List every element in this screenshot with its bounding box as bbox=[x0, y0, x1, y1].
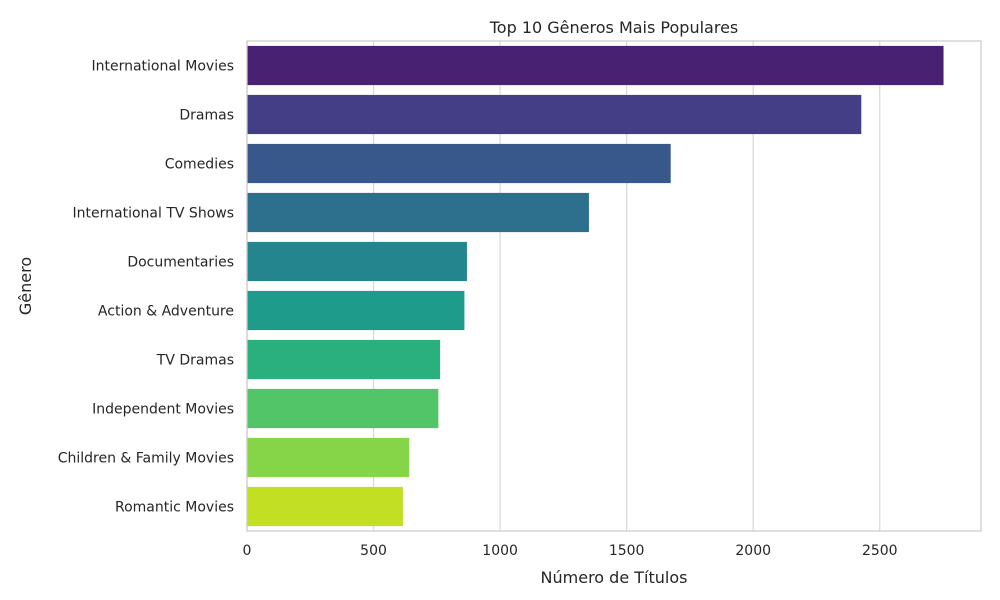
y-tick-labels: International Movies Dramas Comedies Intern… bbox=[58, 59, 234, 516]
bar bbox=[247, 143, 671, 184]
x-tick-label: 2500 bbox=[862, 543, 898, 559]
y-tick-label: Children & Family Movies bbox=[58, 451, 234, 467]
bar bbox=[247, 45, 944, 86]
x-tick-label: 0 bbox=[243, 543, 252, 559]
y-tick-label: Comedies bbox=[165, 157, 234, 173]
bar bbox=[247, 339, 441, 380]
y-tick-label: TV Dramas bbox=[156, 353, 234, 369]
y-tick-label: Independent Movies bbox=[92, 402, 234, 418]
plot-frame bbox=[246, 40, 982, 532]
y-tick-label: International TV Shows bbox=[73, 206, 234, 222]
bar bbox=[247, 437, 410, 478]
y-tick-label: Action & Adventure bbox=[98, 304, 234, 320]
bar bbox=[247, 241, 467, 282]
bar bbox=[247, 94, 862, 135]
bar bbox=[247, 486, 403, 527]
y-tick-label: International Movies bbox=[91, 59, 234, 75]
y-tick-label: Documentaries bbox=[127, 255, 234, 271]
x-tick-label: 1500 bbox=[609, 543, 645, 559]
x-tick-label: 2000 bbox=[735, 543, 771, 559]
bar bbox=[247, 192, 589, 233]
y-axis-label: Gênero bbox=[16, 257, 35, 315]
y-tick-label: Romantic Movies bbox=[115, 500, 234, 516]
x-tick-label: 1000 bbox=[482, 543, 518, 559]
bar bbox=[247, 388, 439, 429]
y-tick-label: Dramas bbox=[179, 108, 234, 124]
bar bbox=[247, 290, 465, 331]
chart-title: Top 10 Gêneros Mais Populares bbox=[489, 18, 739, 37]
bars bbox=[247, 45, 944, 527]
x-tick-labels: 0 500 1000 1500 2000 2500 bbox=[243, 543, 898, 559]
x-tick-label: 500 bbox=[360, 543, 387, 559]
x-axis-label: Número de Títulos bbox=[541, 568, 688, 587]
